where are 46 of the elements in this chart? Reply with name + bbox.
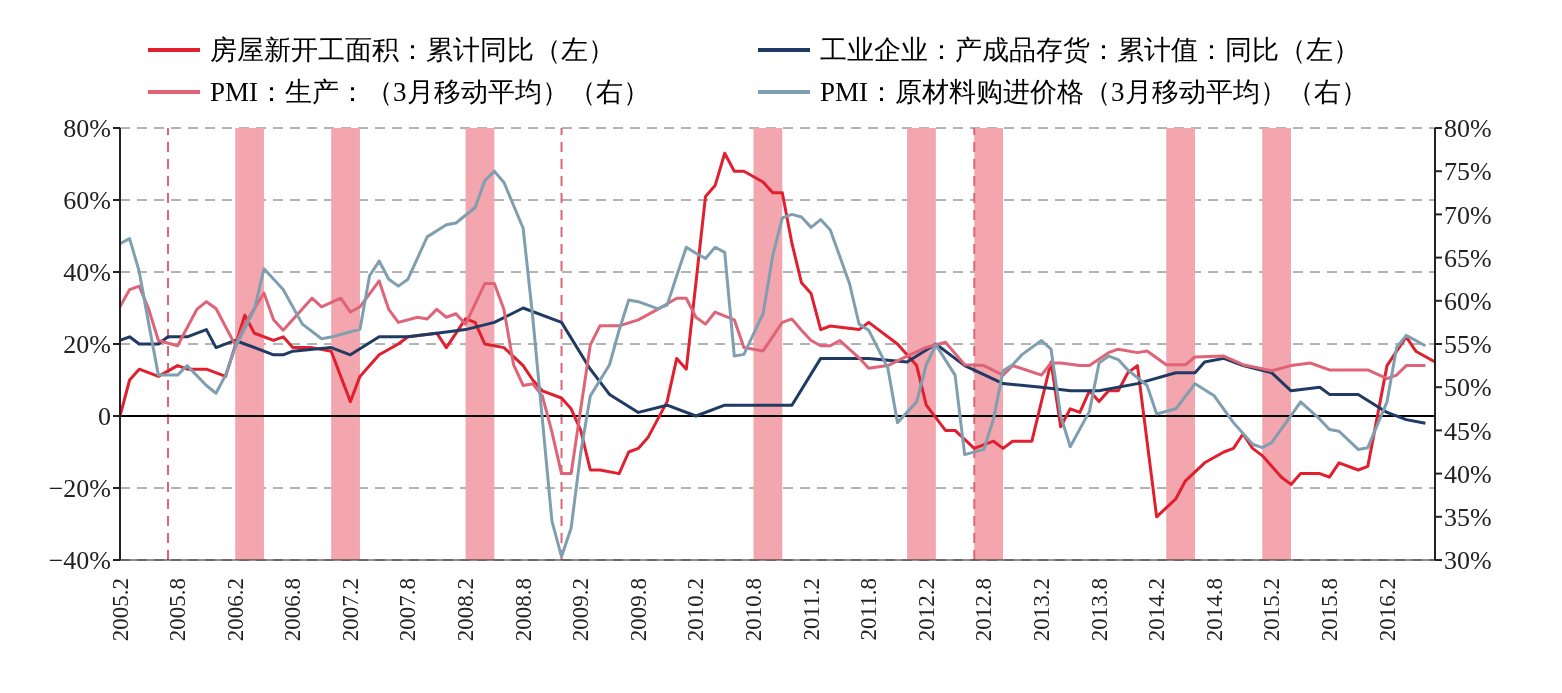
x-tick-label: 2014.2 [1144,578,1170,642]
x-tick-label: 2006.2 [222,578,248,642]
y-tick-label: 40% [63,258,111,288]
y-tick-label: 20% [63,330,111,360]
y2-tick-label: 45% [1444,416,1492,446]
x-tick-label: 2009.2 [568,578,594,642]
x-tick-label: 2013.2 [1028,578,1054,642]
x-tick-label: 2013.8 [1086,578,1112,642]
legend-label: PMI：生产：（3月移动平均）（右） [210,76,650,109]
y2-tick-label: 50% [1444,373,1492,403]
y2-tick-label: 40% [1444,459,1492,489]
x-tick-label: 2007.2 [337,578,363,642]
line-series [120,306,1427,425]
y2-tick-label: 55% [1444,330,1492,360]
x-tick-label: 2007.8 [395,578,421,642]
y2-tick-label: 70% [1444,200,1492,230]
x-tick-label: 2008.8 [510,578,536,642]
y2-tick-label: 35% [1444,503,1492,533]
x-tick-label: 2015.2 [1259,578,1285,642]
y2-tick-label: 30% [1444,546,1492,576]
x-tick-label: 2012.2 [913,578,939,642]
y2-tick-label: 60% [1444,287,1492,317]
y-tick-label: −40% [48,546,111,576]
x-tick-label: 2005.8 [165,578,191,642]
y2-tick-label: 75% [1444,157,1492,187]
x-tick-label: 2010.2 [683,578,709,642]
y-tick-label: 80% [63,114,111,144]
x-tick-label: 2006.8 [280,578,306,642]
x-tick-label: 2009.8 [625,578,651,642]
x-tick-label: 2010.8 [741,578,766,642]
y2-tick-label: 80% [1444,114,1492,144]
y-tick-label: −20% [48,474,111,504]
x-tick-label: 2014.8 [1201,578,1227,642]
legend-label: 工业企业：产成品存货：累计值：同比（左） [820,34,1360,67]
x-tick-label: 2016.2 [1374,578,1400,642]
x-tick-label: 2005.2 [107,578,133,642]
y-tick-label: 0 [98,402,111,432]
legend-label: PMI：原材料购进价格（3月移动平均）（右） [820,76,1368,109]
y-tick-label: 60% [63,186,111,216]
x-tick-label: 2012.8 [971,578,997,642]
y2-tick-label: 65% [1444,243,1492,273]
legend-label: 房屋新开工面积：累计同比（左） [210,34,615,67]
x-tick-label: 2008.2 [453,578,479,642]
x-tick-label: 2011.8 [856,578,882,641]
x-tick-label: 2011.2 [798,578,824,641]
x-tick-label: 2015.8 [1316,578,1342,642]
